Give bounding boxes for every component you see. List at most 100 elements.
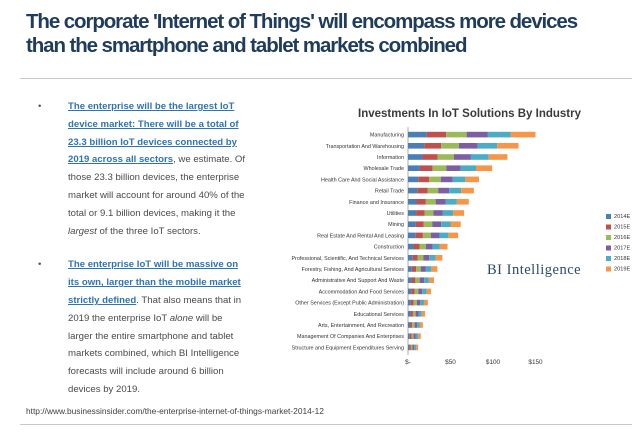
bar-segment: [408, 176, 419, 183]
legend-swatch: [606, 266, 611, 272]
bullet-text: . That also means that in 2019 the enter…: [68, 294, 242, 324]
bar-segment: [411, 266, 417, 272]
bar-segment: [441, 143, 459, 149]
bar-segment: [423, 299, 428, 306]
legend-swatch: [606, 214, 611, 219]
chart-title: Investments In IoT Solutions By Industry: [358, 108, 582, 120]
bar-segment: [420, 266, 426, 272]
category-label: Retail Trade: [375, 189, 404, 195]
bar-segment: [440, 176, 453, 183]
bar-segment: [417, 322, 420, 328]
bar-segment: [453, 154, 471, 160]
bar-segment: [419, 277, 425, 283]
bar-segment: [510, 131, 536, 138]
bar-segment: [415, 333, 419, 339]
category-label: Transportation And Warehousing: [326, 144, 404, 150]
bar-segment: [470, 154, 489, 160]
bar-segment: [417, 187, 428, 194]
x-tick-label: $-: [405, 359, 411, 366]
footer-divider: [20, 424, 632, 425]
bullet-item: • The enterprise IoT will be massive on …: [38, 256, 246, 398]
bar-segment: [414, 288, 419, 295]
bar-segment: [413, 333, 416, 339]
bar-segment: [408, 322, 411, 328]
bar-segment: [418, 176, 430, 183]
bar-segment: [411, 288, 415, 295]
bar-segment: [414, 344, 417, 351]
bar-segment: [408, 143, 425, 149]
bar-segment: [417, 255, 424, 261]
category-label: Construction: [374, 245, 404, 251]
bar-segment: [412, 311, 416, 317]
bar-segment: [408, 243, 414, 250]
bar-segment: [432, 243, 440, 250]
watermark-text: BI Intelligence: [487, 262, 581, 278]
bar-segment: [424, 143, 442, 149]
bar-segment: [459, 143, 478, 149]
bar-segment: [412, 344, 415, 351]
category-label: Administrative And Support And Waste: [312, 278, 404, 284]
source-url[interactable]: http://www.businessinsider.com/the-enter…: [26, 406, 324, 416]
title-divider: [20, 78, 632, 79]
bar-segment: [428, 277, 435, 283]
category-label: Information: [377, 155, 404, 161]
bar-segment: [418, 288, 423, 295]
bar-segment: [424, 277, 429, 283]
bar-segment: [488, 154, 508, 160]
bullet-text: , we estimate. Of those 23.3 billion dev…: [68, 154, 246, 219]
bar-segment: [408, 255, 413, 261]
category-label: Utilities: [387, 211, 405, 217]
bar-segment: [477, 143, 498, 149]
x-tick-label: $50: [445, 359, 456, 366]
bullet-lead-link[interactable]: The enterprise will be the largest IoT d…: [68, 101, 239, 166]
bar-segment: [408, 288, 412, 295]
bar-segment: [419, 165, 433, 171]
bar-segment: [408, 266, 412, 272]
bullet-text: of the three IoT sectors.: [96, 225, 201, 237]
bar-segment: [441, 221, 451, 227]
bullet-symbol: •: [38, 101, 42, 112]
legend-swatch: [606, 245, 611, 251]
legend-swatch: [606, 224, 611, 230]
bar-segment: [408, 199, 417, 205]
legend-label: 2017E: [614, 246, 630, 252]
bar-segment: [426, 288, 431, 295]
bullet-item: • The enterprise will be the largest IoT…: [38, 98, 246, 240]
bar-segment: [410, 322, 413, 328]
bar-segment: [413, 243, 420, 250]
bar-segment: [424, 210, 434, 216]
bar-segment: [432, 221, 442, 227]
legend-label: 2019E: [614, 267, 630, 273]
bar-segment: [439, 243, 448, 250]
title-line-1: The corporate 'Internet of Things' will …: [26, 10, 578, 33]
category-label: Other Services (Except Public Administra…: [295, 301, 404, 307]
legend-label: 2014E: [614, 214, 630, 220]
bar-segment: [408, 154, 423, 160]
bar-segment: [452, 176, 466, 183]
bar-segment: [408, 277, 412, 283]
bar-segment: [426, 131, 447, 138]
bar-segment: [408, 187, 418, 194]
category-label: Educational Services: [354, 312, 405, 318]
bar-segment: [410, 299, 414, 306]
bullet-symbol: •: [38, 259, 42, 271]
bar-segment: [415, 277, 420, 283]
x-tick-label: $150: [528, 359, 543, 366]
category-label: Wholesale Trade: [364, 166, 404, 172]
bar-segment: [416, 344, 419, 351]
bar-segment: [416, 299, 421, 306]
bar-segment: [435, 199, 446, 205]
bar-segment: [429, 176, 441, 183]
bullet-list: • The enterprise will be the largest IoT…: [38, 98, 246, 415]
category-label: Accommodation And Food Services: [319, 289, 405, 295]
bullet-emphasis: largest: [68, 225, 97, 237]
bullet-lead-link[interactable]: The enterprise IoT will be massive on it…: [68, 259, 241, 306]
bar-segment: [408, 210, 417, 216]
bar-segment: [416, 266, 421, 272]
bar-segment: [433, 210, 443, 216]
bar-segment: [414, 322, 418, 328]
category-label: Professional, Scientific, And Technical …: [291, 256, 404, 262]
bar-segment: [429, 255, 436, 261]
bar-segment: [418, 333, 421, 339]
bar-segment: [412, 255, 418, 261]
